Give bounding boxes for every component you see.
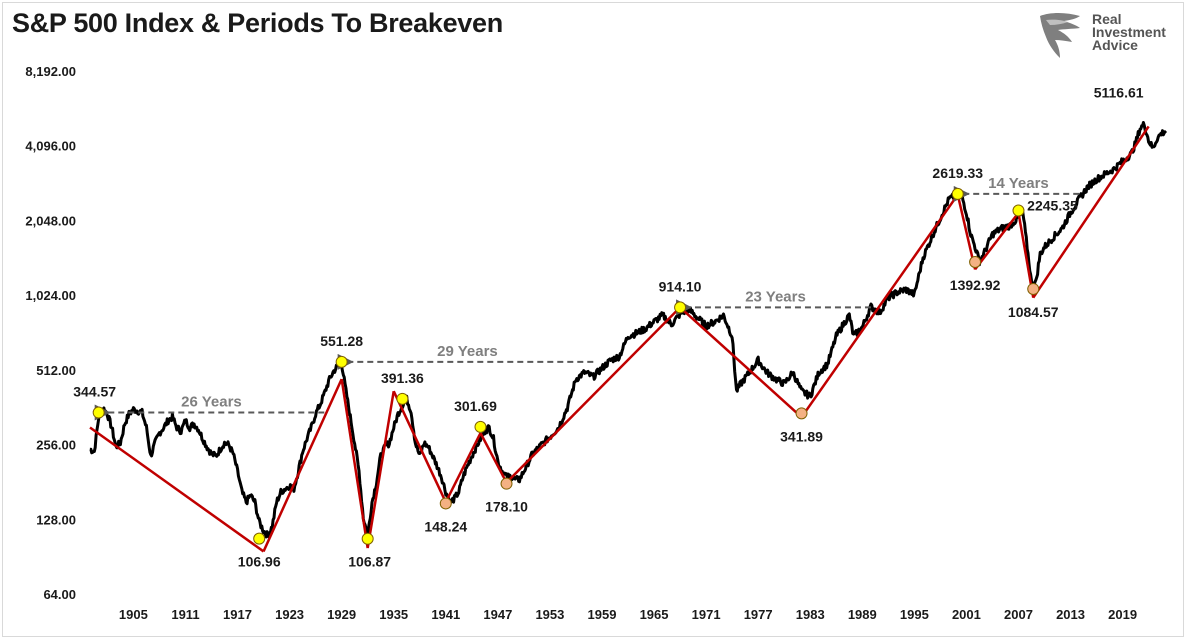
data-point-marker [361,532,374,545]
data-point-marker [969,255,982,268]
data-point-marker [474,420,487,433]
period-label: 23 Years [745,288,806,305]
logo-line-1: Real [1092,11,1122,27]
logo-line-2: Investment [1092,24,1166,40]
x-tick-label: 2013 [1056,607,1085,622]
x-tick-label: 1935 [379,607,408,622]
x-tick-label: 1971 [692,607,721,622]
trend-line-segment [444,432,482,503]
period-label: 29 Years [437,343,498,360]
data-point-label: 344.57 [73,384,116,400]
data-point-label: 148.24 [424,518,467,534]
x-tick-label: 1995 [900,607,929,622]
y-axis: 64.00 128.00 256.00 512.00 1,024.00 2,048.00 4… [25,64,76,602]
trend-line-segment [392,390,447,503]
chart-title: S&P 500 Index & Periods To Breakeven [12,8,503,38]
data-point-label: 106.87 [348,554,391,570]
trend-line-segment [340,378,369,549]
data-point-label: 301.69 [454,398,497,414]
x-tick-label: 1941 [431,607,460,622]
data-point-marker [1012,204,1025,217]
data-point-marker [674,301,687,314]
y-tick-label: 256.00 [36,438,76,453]
data-point-marker [335,355,348,368]
point-layer: 344.57 106.96 551.28 106.87 391.36 148.24 301.… [73,85,1144,570]
y-tick-label: 64.00 [43,587,76,602]
y-tick-label: 2,048.00 [25,213,76,228]
data-point-marker [253,532,266,545]
data-point-label: 106.96 [238,554,281,570]
x-tick-label: 1947 [483,607,512,622]
trend-line-segment [800,193,959,418]
x-tick-label: 1965 [640,607,669,622]
index-series-line [89,121,1168,539]
data-point-label: 1392.92 [950,277,1001,293]
data-point-label: 551.28 [320,333,363,349]
data-point-label: 2619.33 [932,165,983,181]
x-tick-label: 1959 [588,607,617,622]
trend-line-segment [366,391,395,549]
trend-line-segment [262,378,343,552]
data-point-label: 1084.57 [1008,304,1059,320]
period-layer: 26 Years 29 Years 23 Years 14 Years [94,175,1080,421]
y-tick-label: 512.00 [36,363,76,378]
trend-line-segment [89,426,265,553]
x-tick-label: 1989 [848,607,877,622]
trend-line-segment [479,432,508,484]
y-tick-label: 8,192.00 [25,64,76,79]
data-point-label: 341.89 [780,428,823,444]
x-tick-label: 2019 [1108,607,1137,622]
x-tick-label: 1911 [171,607,199,622]
data-point-label: 178.10 [485,499,528,515]
eagle-logo-icon [1040,13,1080,58]
period-label: 26 Years [181,394,242,411]
data-point-marker [795,407,808,420]
x-tick-label: 1977 [744,607,773,622]
x-tick-label: 1983 [796,607,825,622]
x-tick-label: 1929 [327,607,356,622]
y-tick-label: 128.00 [36,512,76,527]
x-tick-label: 1923 [275,607,304,622]
data-point-marker [439,497,452,510]
logo-text: Real Investment Advice [1092,11,1166,53]
data-point-marker [396,392,409,405]
data-point-label: 914.10 [659,278,702,294]
data-point-marker [500,477,513,490]
x-tick-label: 1917 [223,607,252,622]
x-tick-label: 1905 [119,607,148,622]
data-point-label: 5116.61 [1094,85,1144,101]
y-tick-label: 4,096.00 [25,139,76,154]
data-point-label: 391.36 [381,370,424,386]
x-axis: 1905 1911 1917 1923 1929 1935 1941 1947 1953 1959… [119,607,1137,622]
x-tick-label: 2001 [952,607,981,622]
x-tick-label: 2007 [1004,607,1033,622]
data-point-label: 2245.35 [1027,198,1078,214]
trend-line-segment [1032,125,1150,299]
y-tick-label: 1,024.00 [25,288,76,303]
trend-line-segment [505,306,681,484]
series-layer [89,121,1168,539]
trend-line-segment [974,211,1020,271]
trend-layer [89,125,1150,553]
trend-line-segment [679,306,803,419]
period-label: 14 Years [988,175,1049,192]
logo-line-3: Advice [1092,37,1138,53]
x-tick-label: 1953 [535,607,564,622]
brand-logo: Real Investment Advice [1036,10,1176,60]
data-point-marker [951,187,964,200]
data-point-marker [92,406,105,419]
data-point-marker [1027,282,1040,295]
